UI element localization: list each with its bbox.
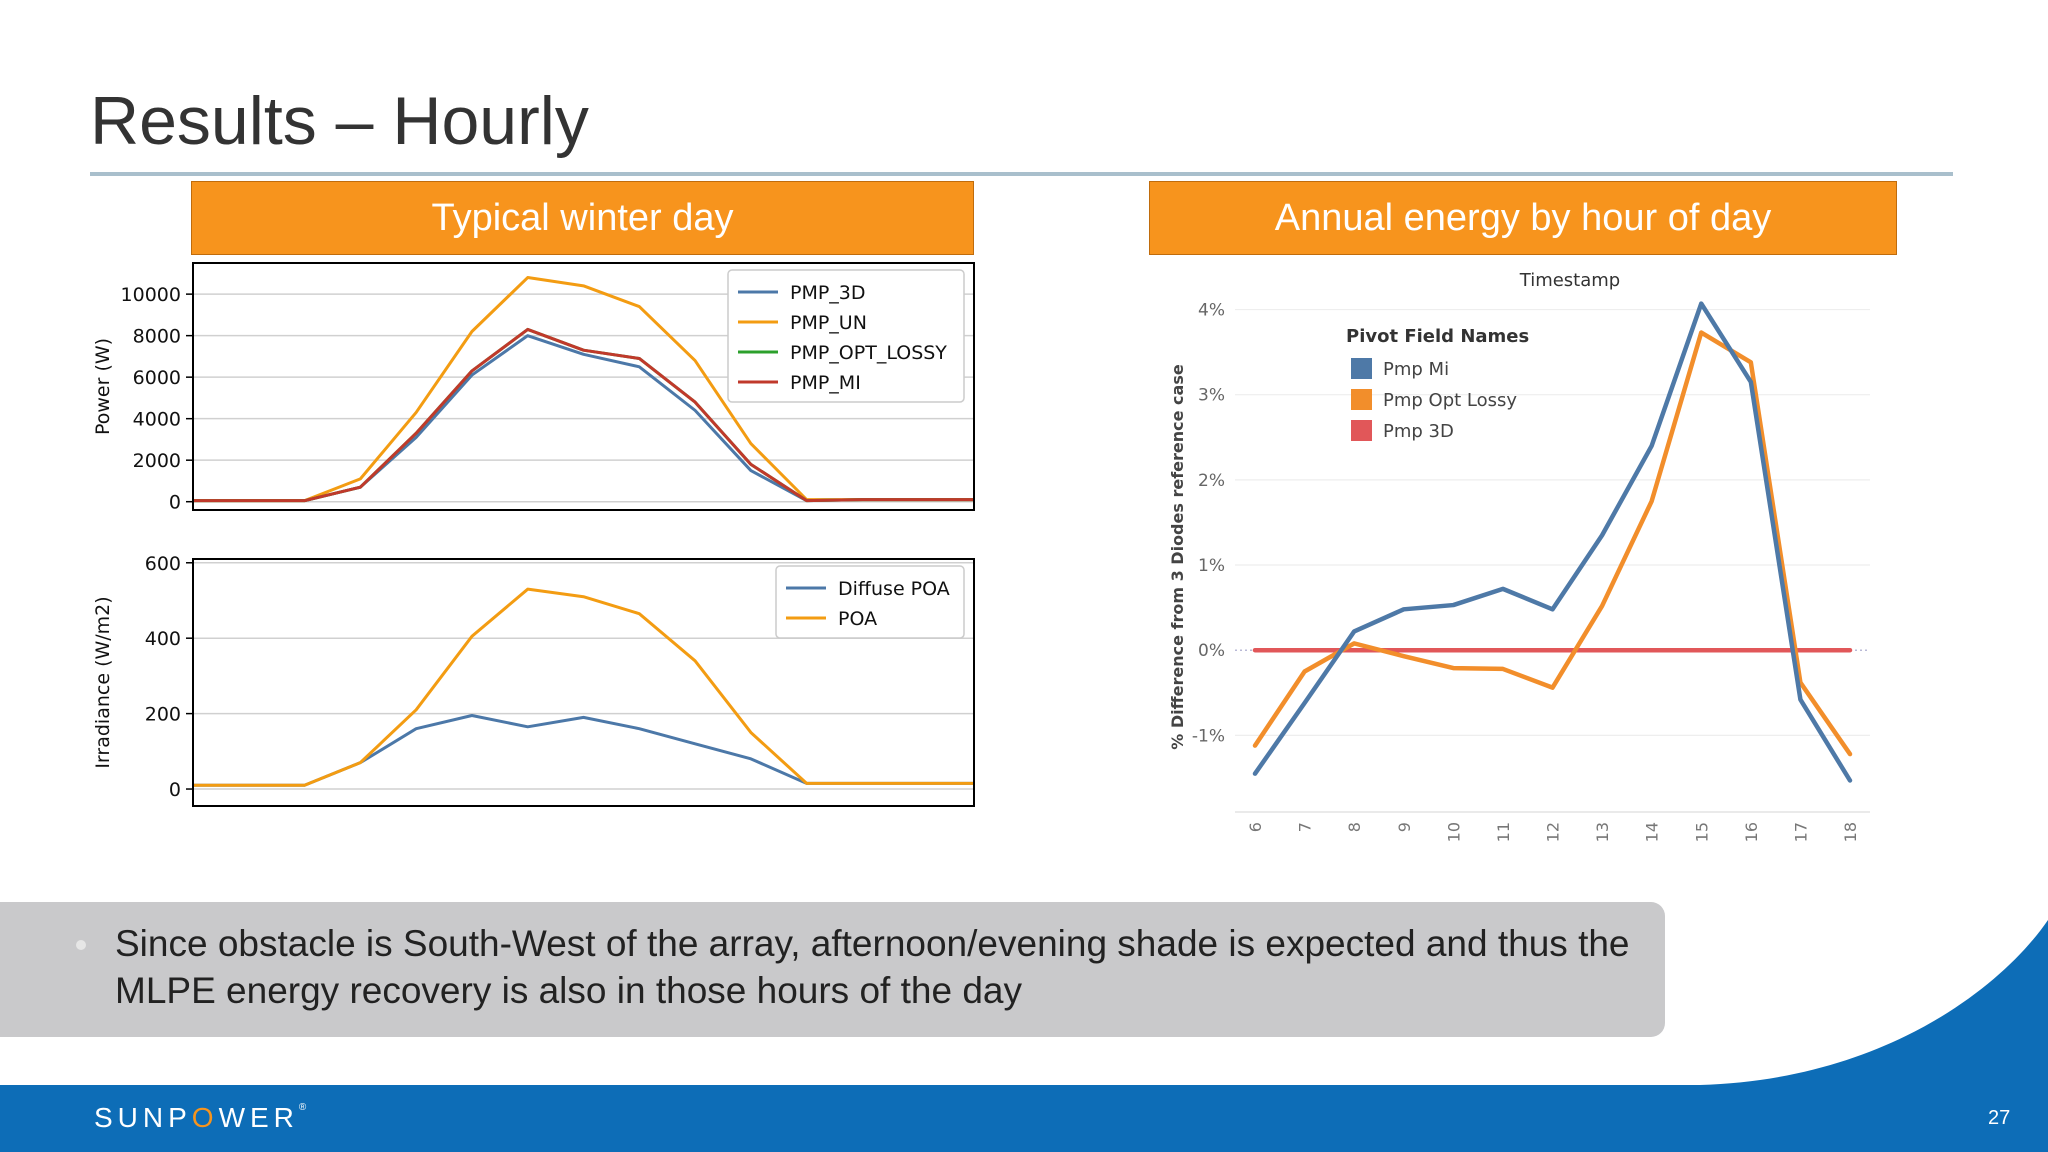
legend-swatch bbox=[1351, 358, 1372, 379]
y-tick-label: 0 bbox=[169, 779, 181, 801]
legend-label: PMP_MI bbox=[790, 372, 861, 394]
legend-label: Pmp Mi bbox=[1383, 359, 1449, 380]
y-tick-label: 6000 bbox=[133, 367, 181, 389]
x-tick-label: 14 bbox=[1643, 822, 1662, 842]
bullet-text: Since obstacle is South-West of the arra… bbox=[115, 923, 1630, 1011]
x-tick-label: 9 bbox=[1395, 822, 1414, 832]
legend-label: Pmp Opt Lossy bbox=[1383, 390, 1517, 411]
x-tick-label: 7 bbox=[1296, 822, 1315, 832]
x-tick-label: 13 bbox=[1593, 822, 1612, 842]
y-tick-label: 0 bbox=[169, 492, 181, 514]
series-line-pmp-mi bbox=[1252, 301, 1853, 783]
y-tick-label: 3% bbox=[1198, 386, 1225, 406]
y-tick-label: 10000 bbox=[121, 284, 181, 306]
x-tick-label: 6 bbox=[1246, 822, 1265, 832]
power-chart: 0 2000 4000 6000 8000 10000 Power (W) PMP_3D PMP… bbox=[92, 262, 975, 514]
slide-title: Results – Hourly bbox=[90, 83, 589, 159]
y-tick-label: 2% bbox=[1198, 471, 1225, 491]
y-tick-label: 4% bbox=[1198, 301, 1225, 321]
banner-typical-winter-day: Typical winter day bbox=[191, 181, 974, 255]
y-tick-label: 200 bbox=[145, 704, 181, 726]
series-line-poa bbox=[193, 587, 974, 787]
y-tick-label: 4000 bbox=[133, 409, 181, 431]
legend-swatch bbox=[1351, 389, 1372, 410]
sunpower-logo: SUNPOWER® bbox=[94, 1102, 306, 1134]
legend-box bbox=[775, 565, 965, 639]
x-tick-label: 17 bbox=[1791, 822, 1810, 842]
title-divider bbox=[90, 172, 1953, 176]
annual-energy-chart: Timestamp -1% 0% 1% 2% 3% 4% 6 7 8 9 10 11 12 13 14 15 16… bbox=[1168, 270, 1870, 842]
legend-label: PMP_UN bbox=[790, 312, 867, 334]
footer-bar bbox=[0, 1085, 2048, 1152]
logo-mark: ® bbox=[298, 1102, 307, 1113]
x-tick-label: 12 bbox=[1544, 822, 1563, 842]
logo-post: WER bbox=[218, 1102, 299, 1133]
x-tick-label: 16 bbox=[1742, 822, 1761, 842]
y-axis-label: % Difference from 3 Diodes reference cas… bbox=[1168, 364, 1187, 750]
y-axis-label: Irradiance (W/m2) bbox=[92, 596, 114, 768]
series-line-pmp-mi bbox=[193, 327, 974, 503]
legend-label: Diffuse POA bbox=[838, 578, 950, 600]
bullet-dot-icon bbox=[76, 940, 86, 950]
y-tick-label: 0% bbox=[1198, 641, 1225, 661]
logo-o: O bbox=[191, 1102, 219, 1133]
series-line-pmp-opt-lossy bbox=[1252, 330, 1853, 757]
plot-frame bbox=[192, 262, 975, 511]
chart-title: Timestamp bbox=[1519, 270, 1620, 291]
legend-label: Pmp 3D bbox=[1383, 421, 1454, 442]
legend-label: PMP_3D bbox=[790, 282, 866, 304]
legend-swatch bbox=[1351, 420, 1372, 441]
irradiance-chart: 0 200 400 600 Irradiance (W/m2) Diffuse POA PO… bbox=[92, 553, 975, 807]
legend-box bbox=[727, 269, 965, 403]
y-tick-label: -1% bbox=[1192, 726, 1225, 746]
legend-label: PMP_OPT_LOSSY bbox=[790, 342, 947, 364]
x-tick-label: 8 bbox=[1345, 822, 1364, 832]
x-tick-label: 11 bbox=[1494, 822, 1513, 842]
legend-title: Pivot Field Names bbox=[1346, 326, 1529, 347]
x-tick-label: 10 bbox=[1444, 822, 1463, 842]
y-tick-label: 8000 bbox=[133, 326, 181, 348]
y-tick-label: 2000 bbox=[133, 450, 181, 472]
bullet-panel bbox=[0, 902, 1665, 1037]
y-axis-label: Power (W) bbox=[92, 338, 114, 435]
y-tick-label: 400 bbox=[145, 628, 181, 650]
x-tick-label: 18 bbox=[1841, 822, 1860, 842]
page-number: 27 bbox=[1988, 1107, 2011, 1129]
y-tick-label: 1% bbox=[1198, 556, 1225, 576]
plot-frame bbox=[192, 558, 975, 807]
x-tick-label: 15 bbox=[1692, 822, 1711, 842]
legend-label: POA bbox=[838, 608, 877, 630]
y-tick-label: 600 bbox=[145, 553, 181, 575]
logo-pre: SUNP bbox=[94, 1102, 192, 1133]
banner-annual-energy: Annual energy by hour of day bbox=[1149, 181, 1897, 255]
